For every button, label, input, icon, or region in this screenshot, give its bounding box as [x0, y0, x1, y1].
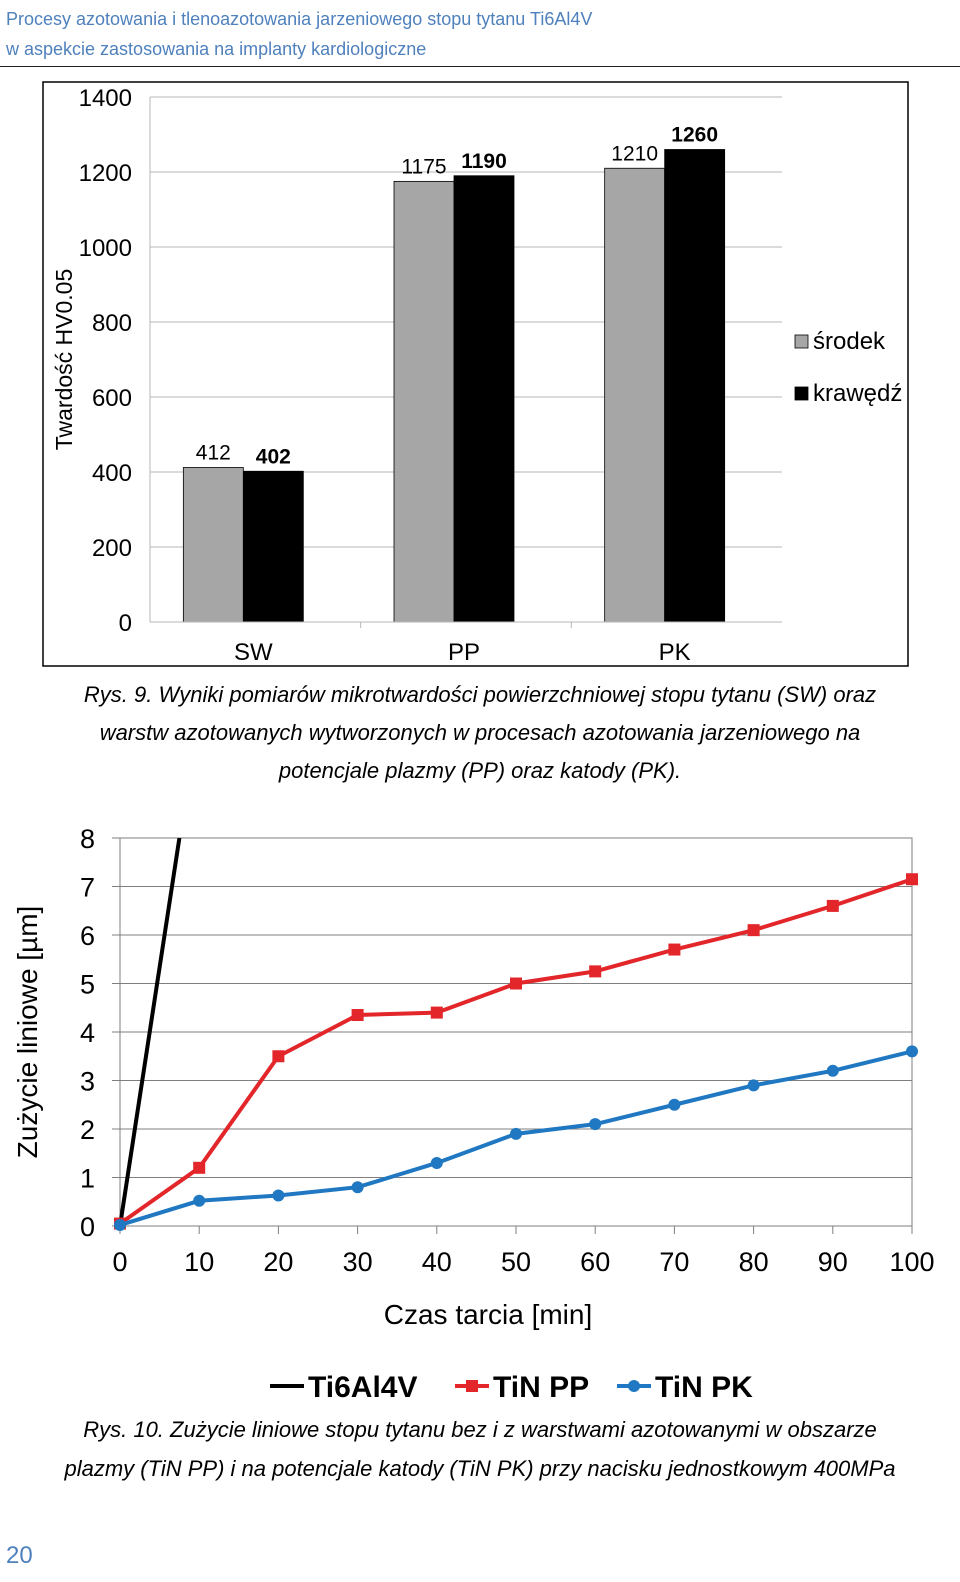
data-point-tin-pp [747, 924, 760, 937]
data-point-tin-pk [906, 1045, 918, 1058]
x-tick-label: 50 [501, 1247, 531, 1277]
bar-srodek [182, 467, 244, 623]
legend-label: krawędź [813, 380, 902, 407]
data-label: 1210 [611, 142, 658, 165]
y-tick-label: 1000 [79, 235, 132, 262]
x-tick-label: 20 [263, 1247, 293, 1277]
bar-krawedz [242, 470, 304, 623]
y-tick-label: 0 [80, 1212, 95, 1242]
y-tick-label: 7 [80, 873, 95, 903]
figure10-caption-line2: plazmy (TiN PP) i na potencjale katody (… [64, 1456, 896, 1481]
data-point-tin-pp [510, 977, 522, 990]
y-axis-title: Zużycie liniowe [µm] [12, 906, 43, 1159]
legend-marker-tin-pp [466, 1380, 478, 1392]
data-point-tin-pk [193, 1194, 206, 1207]
page-number: 20 [6, 1542, 33, 1569]
data-label: 402 [256, 445, 291, 468]
figure9-caption-line1: Rys. 9. Wyniki pomiarów mikrotwardości p… [83, 682, 877, 707]
data-point-tin-pk [351, 1181, 364, 1194]
legend-marker-tin-pk [628, 1380, 640, 1392]
bar-srodek [393, 180, 455, 623]
running-header-line1: Procesy azotowania i tlenoazotowania jar… [6, 9, 593, 29]
data-point-tin-pk [272, 1189, 285, 1202]
data-label: 1190 [461, 150, 507, 173]
running-header: Procesy azotowania i tlenoazotowania jar… [6, 4, 592, 64]
x-tick-label: 40 [422, 1247, 452, 1277]
x-tick-label: 0 [112, 1247, 127, 1277]
data-point-tin-pp [589, 965, 602, 978]
bar-krawedz [664, 149, 726, 623]
data-point-tin-pk [668, 1098, 681, 1111]
data-point-tin-pp [906, 873, 918, 886]
x-tick-label: 100 [889, 1247, 934, 1277]
figure9-caption-line2: warstw azotowanych wytworzonych w proces… [99, 720, 861, 745]
y-tick-label: 400 [92, 460, 132, 487]
running-header-line2: w aspekcie zastosowania na implanty kard… [6, 39, 427, 59]
data-point-tin-pp [430, 1006, 443, 1019]
series-line-ti6al4v [118, 838, 182, 1227]
data-point-tin-pp [826, 899, 839, 912]
y-tick-label: 1400 [79, 85, 132, 112]
x-tick-label: SW [234, 639, 273, 666]
data-label: 1175 [401, 155, 446, 178]
legend-label-tin-pp: TiN PP [493, 1371, 589, 1404]
figure9-caption-line3: potencjale plazmy (PP) oraz katody (PK). [278, 758, 682, 783]
y-tick-label: 600 [92, 385, 132, 412]
y-axis-title: Twardość HV0.05 [51, 269, 77, 451]
data-point-tin-pk [510, 1127, 522, 1140]
figure9-caption: Rys. 9. Wyniki pomiarów mikrotwardości p… [0, 676, 960, 790]
y-tick-label: 6 [80, 921, 95, 951]
data-point-tin-pk [747, 1079, 760, 1092]
data-point-tin-pp [668, 943, 681, 956]
y-tick-label: 5 [80, 970, 95, 1000]
y-tick-label: 8 [80, 824, 95, 854]
data-point-tin-pk [589, 1118, 602, 1131]
x-tick-label: 60 [580, 1247, 610, 1277]
data-point-tin-pk [430, 1156, 443, 1169]
data-point-tin-pk [114, 1219, 126, 1232]
bar-srodek [604, 167, 666, 623]
y-tick-label: 4 [80, 1018, 95, 1048]
y-tick-label: 1 [80, 1164, 95, 1194]
legend-label: środek [813, 328, 886, 355]
legend-swatch [794, 386, 809, 401]
y-tick-label: 800 [92, 310, 132, 337]
header-rule [0, 66, 960, 67]
x-tick-label: 90 [818, 1247, 848, 1277]
data-point-tin-pp [272, 1050, 285, 1063]
figure10-caption-line1: Rys. 10. Zużycie liniowe stopu tytanu be… [83, 1417, 877, 1442]
data-point-tin-pp [193, 1161, 206, 1174]
legend-label-tin-pk: TiN PK [655, 1371, 753, 1404]
x-tick-label: 70 [659, 1247, 689, 1277]
legend-swatch [794, 334, 809, 349]
x-tick-label: 80 [739, 1247, 769, 1277]
x-tick-label: PP [448, 639, 480, 666]
bar-krawedz [453, 175, 515, 623]
y-tick-label: 2 [80, 1115, 95, 1145]
x-tick-label: PK [659, 639, 691, 666]
data-label: 412 [196, 442, 231, 465]
y-tick-label: 3 [80, 1067, 95, 1097]
data-point-tin-pp [351, 1009, 364, 1022]
y-tick-label: 1200 [79, 160, 132, 187]
y-tick-label: 200 [92, 535, 132, 562]
data-point-tin-pk [826, 1064, 839, 1077]
y-tick-label: 0 [119, 610, 132, 637]
figure10-caption: Rys. 10. Zużycie liniowe stopu tytanu be… [0, 1410, 960, 1488]
legend-label-ti6al4v: Ti6Al4V [308, 1371, 418, 1404]
data-label: 1260 [671, 124, 718, 147]
x-tick-label: 10 [184, 1247, 214, 1277]
x-axis-title: Czas tarcia [min] [384, 1299, 593, 1330]
hardness-bar-chart: 0 200 400 600 800 1000 1200 1400 Twardość HV0.05… [42, 81, 909, 667]
x-tick-label: 30 [343, 1247, 373, 1277]
